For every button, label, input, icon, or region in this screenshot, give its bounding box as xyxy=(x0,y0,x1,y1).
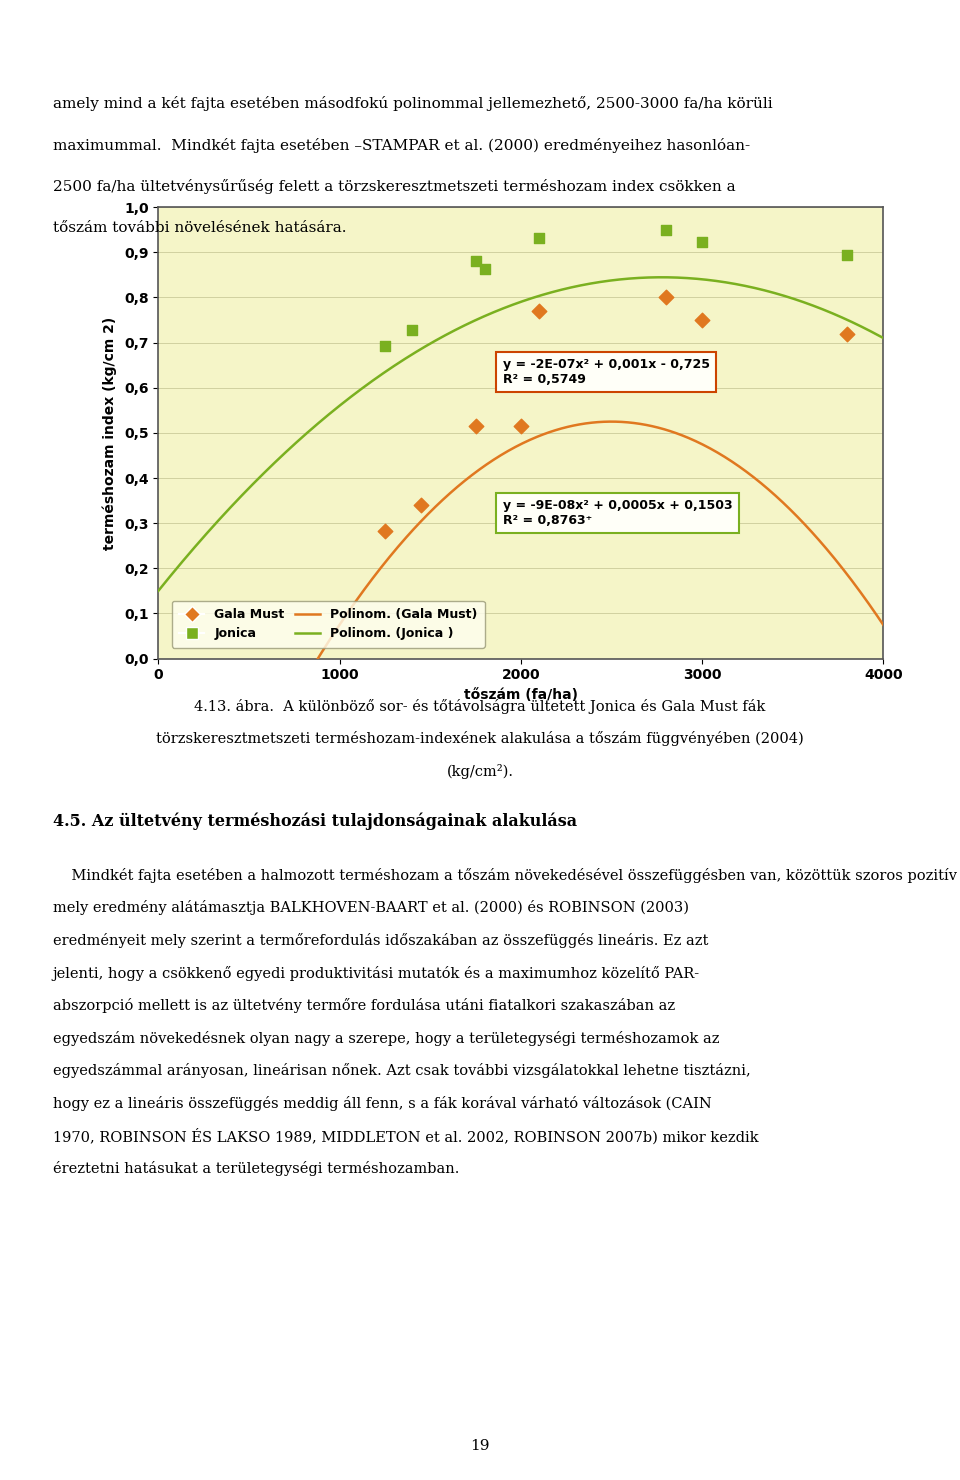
X-axis label: tőszám (fa/ha): tőszám (fa/ha) xyxy=(464,688,578,702)
Point xyxy=(531,226,546,250)
Text: maximummal.  Mindkét fajta esetében –STAMPAR et al. (2000) eredményeihez hasonló: maximummal. Mindkét fajta esetében –STAM… xyxy=(53,138,750,152)
Point xyxy=(514,414,529,438)
Point xyxy=(414,493,429,517)
Text: éreztetni hatásukat a területegységi terméshozamban.: éreztetni hatásukat a területegységi ter… xyxy=(53,1160,459,1177)
Text: 1970, ROBINSON ÉS LAKSO 1989, MIDDLETON et al. 2002, ROBINSON 2007b) mikor kezdi: 1970, ROBINSON ÉS LAKSO 1989, MIDDLETON … xyxy=(53,1128,758,1144)
Point xyxy=(404,318,420,342)
Point xyxy=(531,299,546,323)
Text: y = -2E-07x² + 0,001x - 0,725
R² = 0,5749: y = -2E-07x² + 0,001x - 0,725 R² = 0,574… xyxy=(503,358,709,386)
Text: hogy ez a lineáris összefüggés meddig áll fenn, s a fák korával várható változás: hogy ez a lineáris összefüggés meddig ál… xyxy=(53,1095,711,1111)
Point xyxy=(694,308,709,332)
Text: egyedszámmal arányosan, lineárisan nőnek. Azt csak további vizsgálatokkal lehetn: egyedszámmal arányosan, lineárisan nőnek… xyxy=(53,1063,751,1079)
Text: törzskeresztmetszeti terméshozam-indexének alakulása a tőszám függvényében (2004: törzskeresztmetszeti terméshozam-indexén… xyxy=(156,731,804,746)
Point xyxy=(468,250,483,274)
Text: Mindkét fajta esetében a halmozott terméshozam a tőszám növekedésével összefüggé: Mindkét fajta esetében a halmozott termé… xyxy=(53,867,960,884)
Text: jelenti, hogy a csökkenő egyedi produktivitási mutatók és a maximumhoz közelítő : jelenti, hogy a csökkenő egyedi produkti… xyxy=(53,965,700,981)
Text: 4.13. ábra.  A különböző sor- és tőtávolságra ültetett Jonica és Gala Must fák: 4.13. ábra. A különböző sor- és tőtávols… xyxy=(194,699,766,713)
Point xyxy=(659,218,674,241)
Text: (kg/cm²).: (kg/cm²). xyxy=(446,764,514,778)
Text: 4.5. Az ültetvény terméshozási tulajdonságainak alakulása: 4.5. Az ültetvény terméshozási tulajdons… xyxy=(53,813,577,830)
Point xyxy=(468,414,483,438)
Y-axis label: terméshozam index (kg/cm 2): terméshozam index (kg/cm 2) xyxy=(103,317,117,549)
Text: abszorpció mellett is az ültetvény termőre fordulása utáni fiatalkori szakaszába: abszorpció mellett is az ültetvény termő… xyxy=(53,998,675,1014)
Point xyxy=(839,243,854,266)
Point xyxy=(659,286,674,309)
Text: mely eredmény alátámasztja BALKHOVEN-BAART et al. (2000) és ROBINSON (2003): mely eredmény alátámasztja BALKHOVEN-BAA… xyxy=(53,900,688,916)
Point xyxy=(839,321,854,345)
Text: eredményeit mely szerint a termőrefordulás időszakában az összefüggés lineáris. : eredményeit mely szerint a termőrefordul… xyxy=(53,932,708,949)
Point xyxy=(377,334,393,358)
Text: y = -9E-08x² + 0,0005x + 0,1503
R² = 0,8763⁺: y = -9E-08x² + 0,0005x + 0,1503 R² = 0,8… xyxy=(503,499,732,527)
Text: amely mind a két fajta esetében másodfokú polinommal jellemezhető, 2500-3000 fa/: amely mind a két fajta esetében másodfok… xyxy=(53,96,773,111)
Legend: Gala Must, Jonica, Polinom. (Gala Must), Polinom. (Jonica ): Gala Must, Jonica, Polinom. (Gala Must),… xyxy=(172,601,485,648)
Point xyxy=(477,258,492,281)
Text: 2500 fa/ha ültetvénysűrűség felett a törzskeresztmetszeti terméshozam index csök: 2500 fa/ha ültetvénysűrűség felett a tör… xyxy=(53,179,735,194)
Text: egyedszám növekedésnek olyan nagy a szerepe, hogy a területegységi terméshozamok: egyedszám növekedésnek olyan nagy a szer… xyxy=(53,1030,719,1046)
Text: 19: 19 xyxy=(470,1440,490,1453)
Text: tőszám további növelésének hatására.: tőszám további növelésének hatására. xyxy=(53,221,347,234)
Point xyxy=(377,519,393,543)
Point xyxy=(694,229,709,253)
